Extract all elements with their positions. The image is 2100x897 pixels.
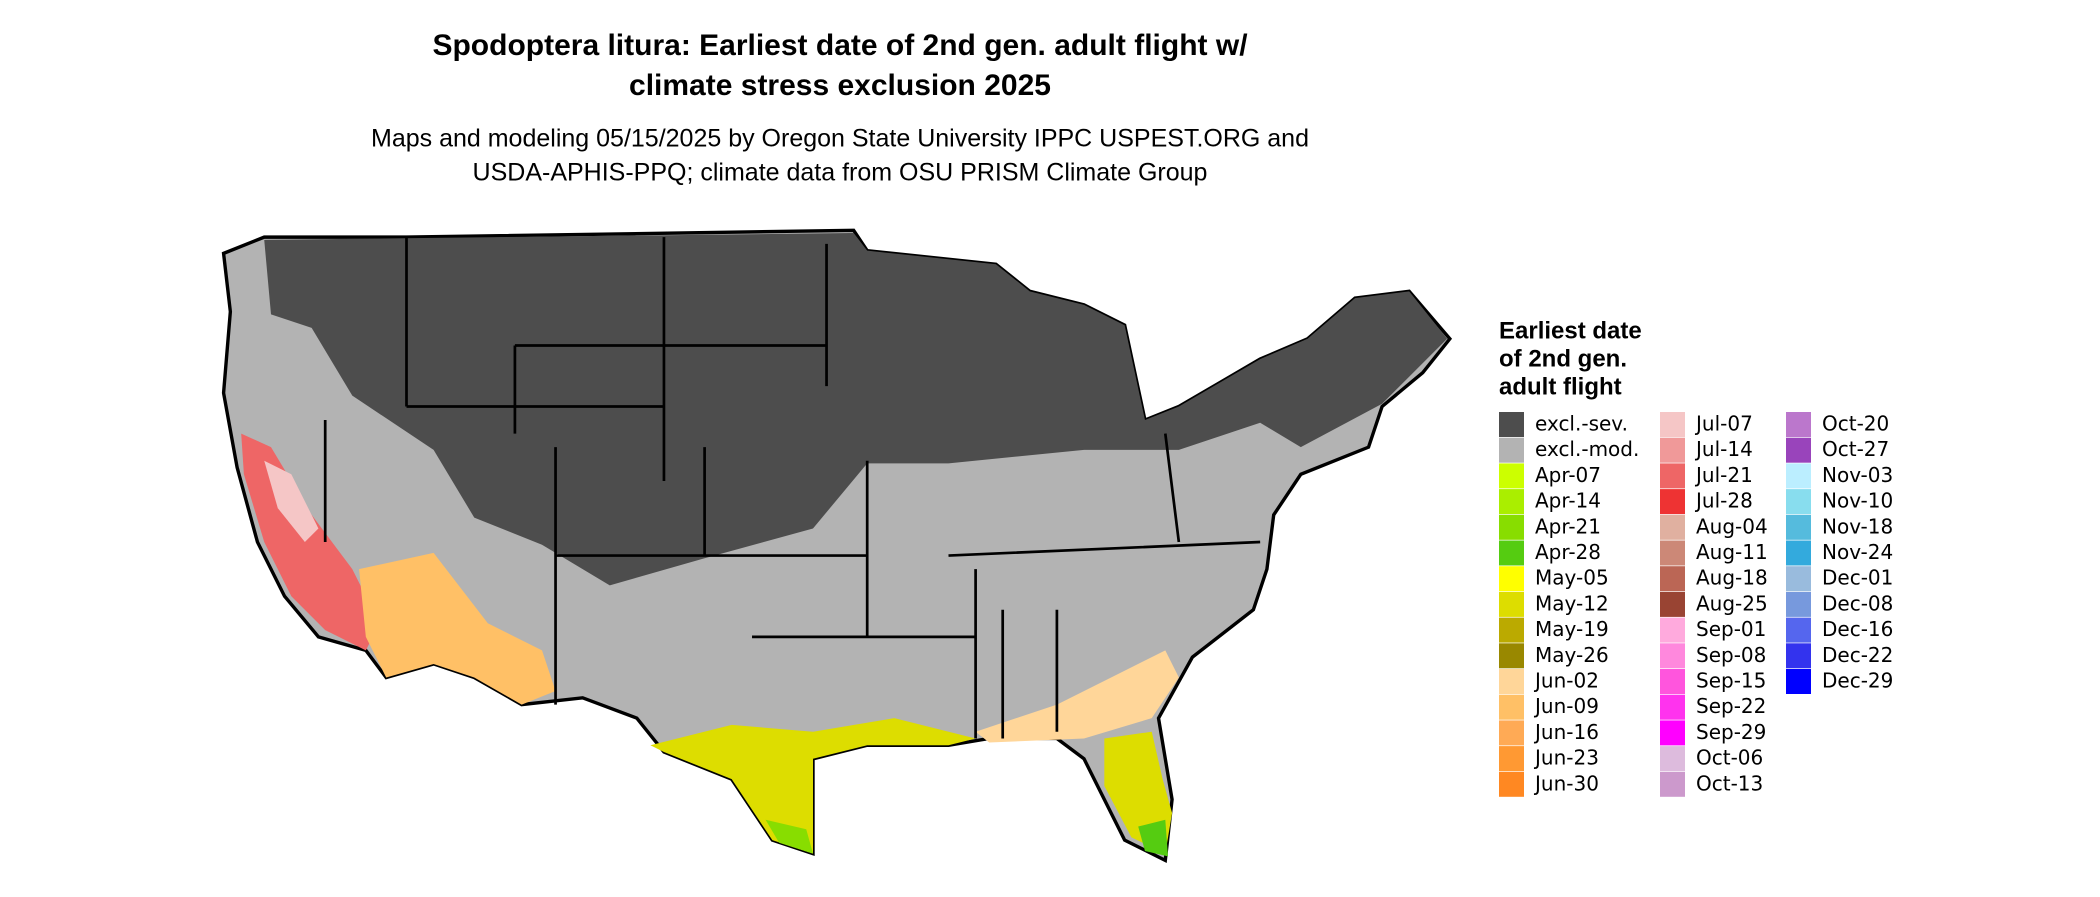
legend-swatch [1660,463,1685,489]
legend-swatch [1660,437,1685,463]
southeast-orange-area [975,650,1179,743]
legend-swatch [1660,412,1685,437]
legend-swatch [1499,463,1524,489]
severe-exclusion-area [264,233,1448,586]
legend-label: Apr-28 [1535,540,1601,564]
legend-label: Sep-01 [1696,617,1766,641]
legend-label: Apr-14 [1535,489,1601,513]
legend-label: Aug-18 [1696,566,1768,590]
legend-swatch [1660,643,1685,669]
legend-swatch [1660,566,1685,592]
subtitle: Maps and modeling 05/15/2025 by Oregon S… [371,125,1309,153]
legend-swatch [1786,540,1811,566]
legend-swatch [1660,514,1685,540]
legend-label: Apr-07 [1535,463,1601,487]
legend-swatch [1660,669,1685,694]
legend-label: Jun-02 [1533,669,1599,693]
legend-swatch [1499,591,1524,617]
legend-swatch [1499,437,1524,463]
legend-label: Jul-28 [1694,489,1753,513]
legend-label: excl.-sev. [1535,412,1628,436]
legend-swatch [1499,669,1524,694]
legend-swatch [1786,566,1811,592]
gulf-yellow-area [650,718,976,854]
legend-swatch [1786,591,1811,617]
legend-label: Oct-20 [1822,412,1889,436]
legend-label: Nov-03 [1822,463,1893,487]
legend-swatch [1499,617,1524,643]
legend-title: Earliest date [1499,317,1642,344]
legend-swatch [1499,694,1524,720]
legend-label: Dec-16 [1822,617,1893,641]
legend-swatch [1660,617,1685,643]
legend-swatch [1660,771,1685,797]
legend-label: Dec-08 [1822,591,1893,615]
legend-label: Apr-21 [1535,514,1601,538]
legend-swatch [1660,720,1685,746]
legend-label: Dec-22 [1822,643,1893,667]
legend-label: Jun-23 [1533,746,1599,770]
legend-swatch [1786,437,1811,463]
legend-label: May-12 [1535,591,1609,615]
legend-swatch [1786,514,1811,540]
legend-swatch [1499,412,1524,437]
legend-swatch [1786,463,1811,489]
legend-label: Oct-27 [1822,437,1889,461]
legend-swatch [1660,489,1685,515]
legend-swatch [1786,489,1811,515]
legend-label: Sep-22 [1696,694,1766,718]
legend-label: Aug-04 [1696,514,1768,538]
legend-label: Dec-29 [1822,669,1893,693]
title: Spodoptera litura: Earliest date of 2nd … [432,29,1248,62]
legend-label: excl.-mod. [1535,437,1639,461]
legend-label: Sep-15 [1696,669,1766,693]
legend-swatch [1786,412,1811,437]
legend-label: Jul-21 [1694,463,1753,487]
legend-label: May-19 [1535,617,1609,641]
subtitle: USDA-APHIS-PPQ; climate data from OSU PR… [473,159,1208,187]
legend-label: Nov-10 [1822,489,1893,513]
florida-green-area [1138,819,1169,857]
legend-swatch [1660,540,1685,566]
legend-label: Oct-06 [1696,746,1763,770]
legend-swatch [1499,643,1524,669]
legend-swatch [1660,694,1685,720]
legend-label: Jul-14 [1694,437,1753,461]
legend-title: of 2nd gen. [1499,345,1627,372]
legend-swatch [1499,489,1524,515]
legend-swatch [1660,591,1685,617]
southwest-orange-area [359,552,556,705]
legend-label: Jul-07 [1694,412,1753,436]
legend-label: Aug-25 [1696,591,1768,615]
legend-label: Sep-08 [1696,643,1766,667]
texas-green-area [765,819,813,854]
legend-swatch [1499,566,1524,592]
legend-label: Jun-16 [1533,720,1599,744]
legend-swatch [1499,540,1524,566]
legend-label: Dec-01 [1822,566,1893,590]
legend-label: Oct-13 [1696,771,1763,795]
legend-swatch [1499,746,1524,772]
legend-swatch [1499,720,1524,746]
legend-label: Sep-29 [1696,720,1766,744]
legend-swatch [1499,514,1524,540]
title: climate stress exclusion 2025 [629,69,1051,102]
legend-label: Jun-30 [1533,771,1599,795]
legend-label: Jun-09 [1533,694,1599,718]
legend-label: Nov-24 [1822,540,1893,564]
legend-swatch [1499,771,1524,797]
legend-title: adult flight [1499,373,1622,400]
legend-swatch [1786,669,1811,694]
legend-swatch [1660,746,1685,772]
legend-label: Aug-11 [1696,540,1768,564]
legend-swatch [1786,643,1811,669]
legend-swatch [1786,617,1811,643]
legend-label: Nov-18 [1822,514,1893,538]
california-light-area [264,460,319,542]
legend-label: May-26 [1535,643,1609,667]
us-map [221,228,1453,864]
state-borders [323,237,1261,739]
legend-label: May-05 [1535,566,1609,590]
